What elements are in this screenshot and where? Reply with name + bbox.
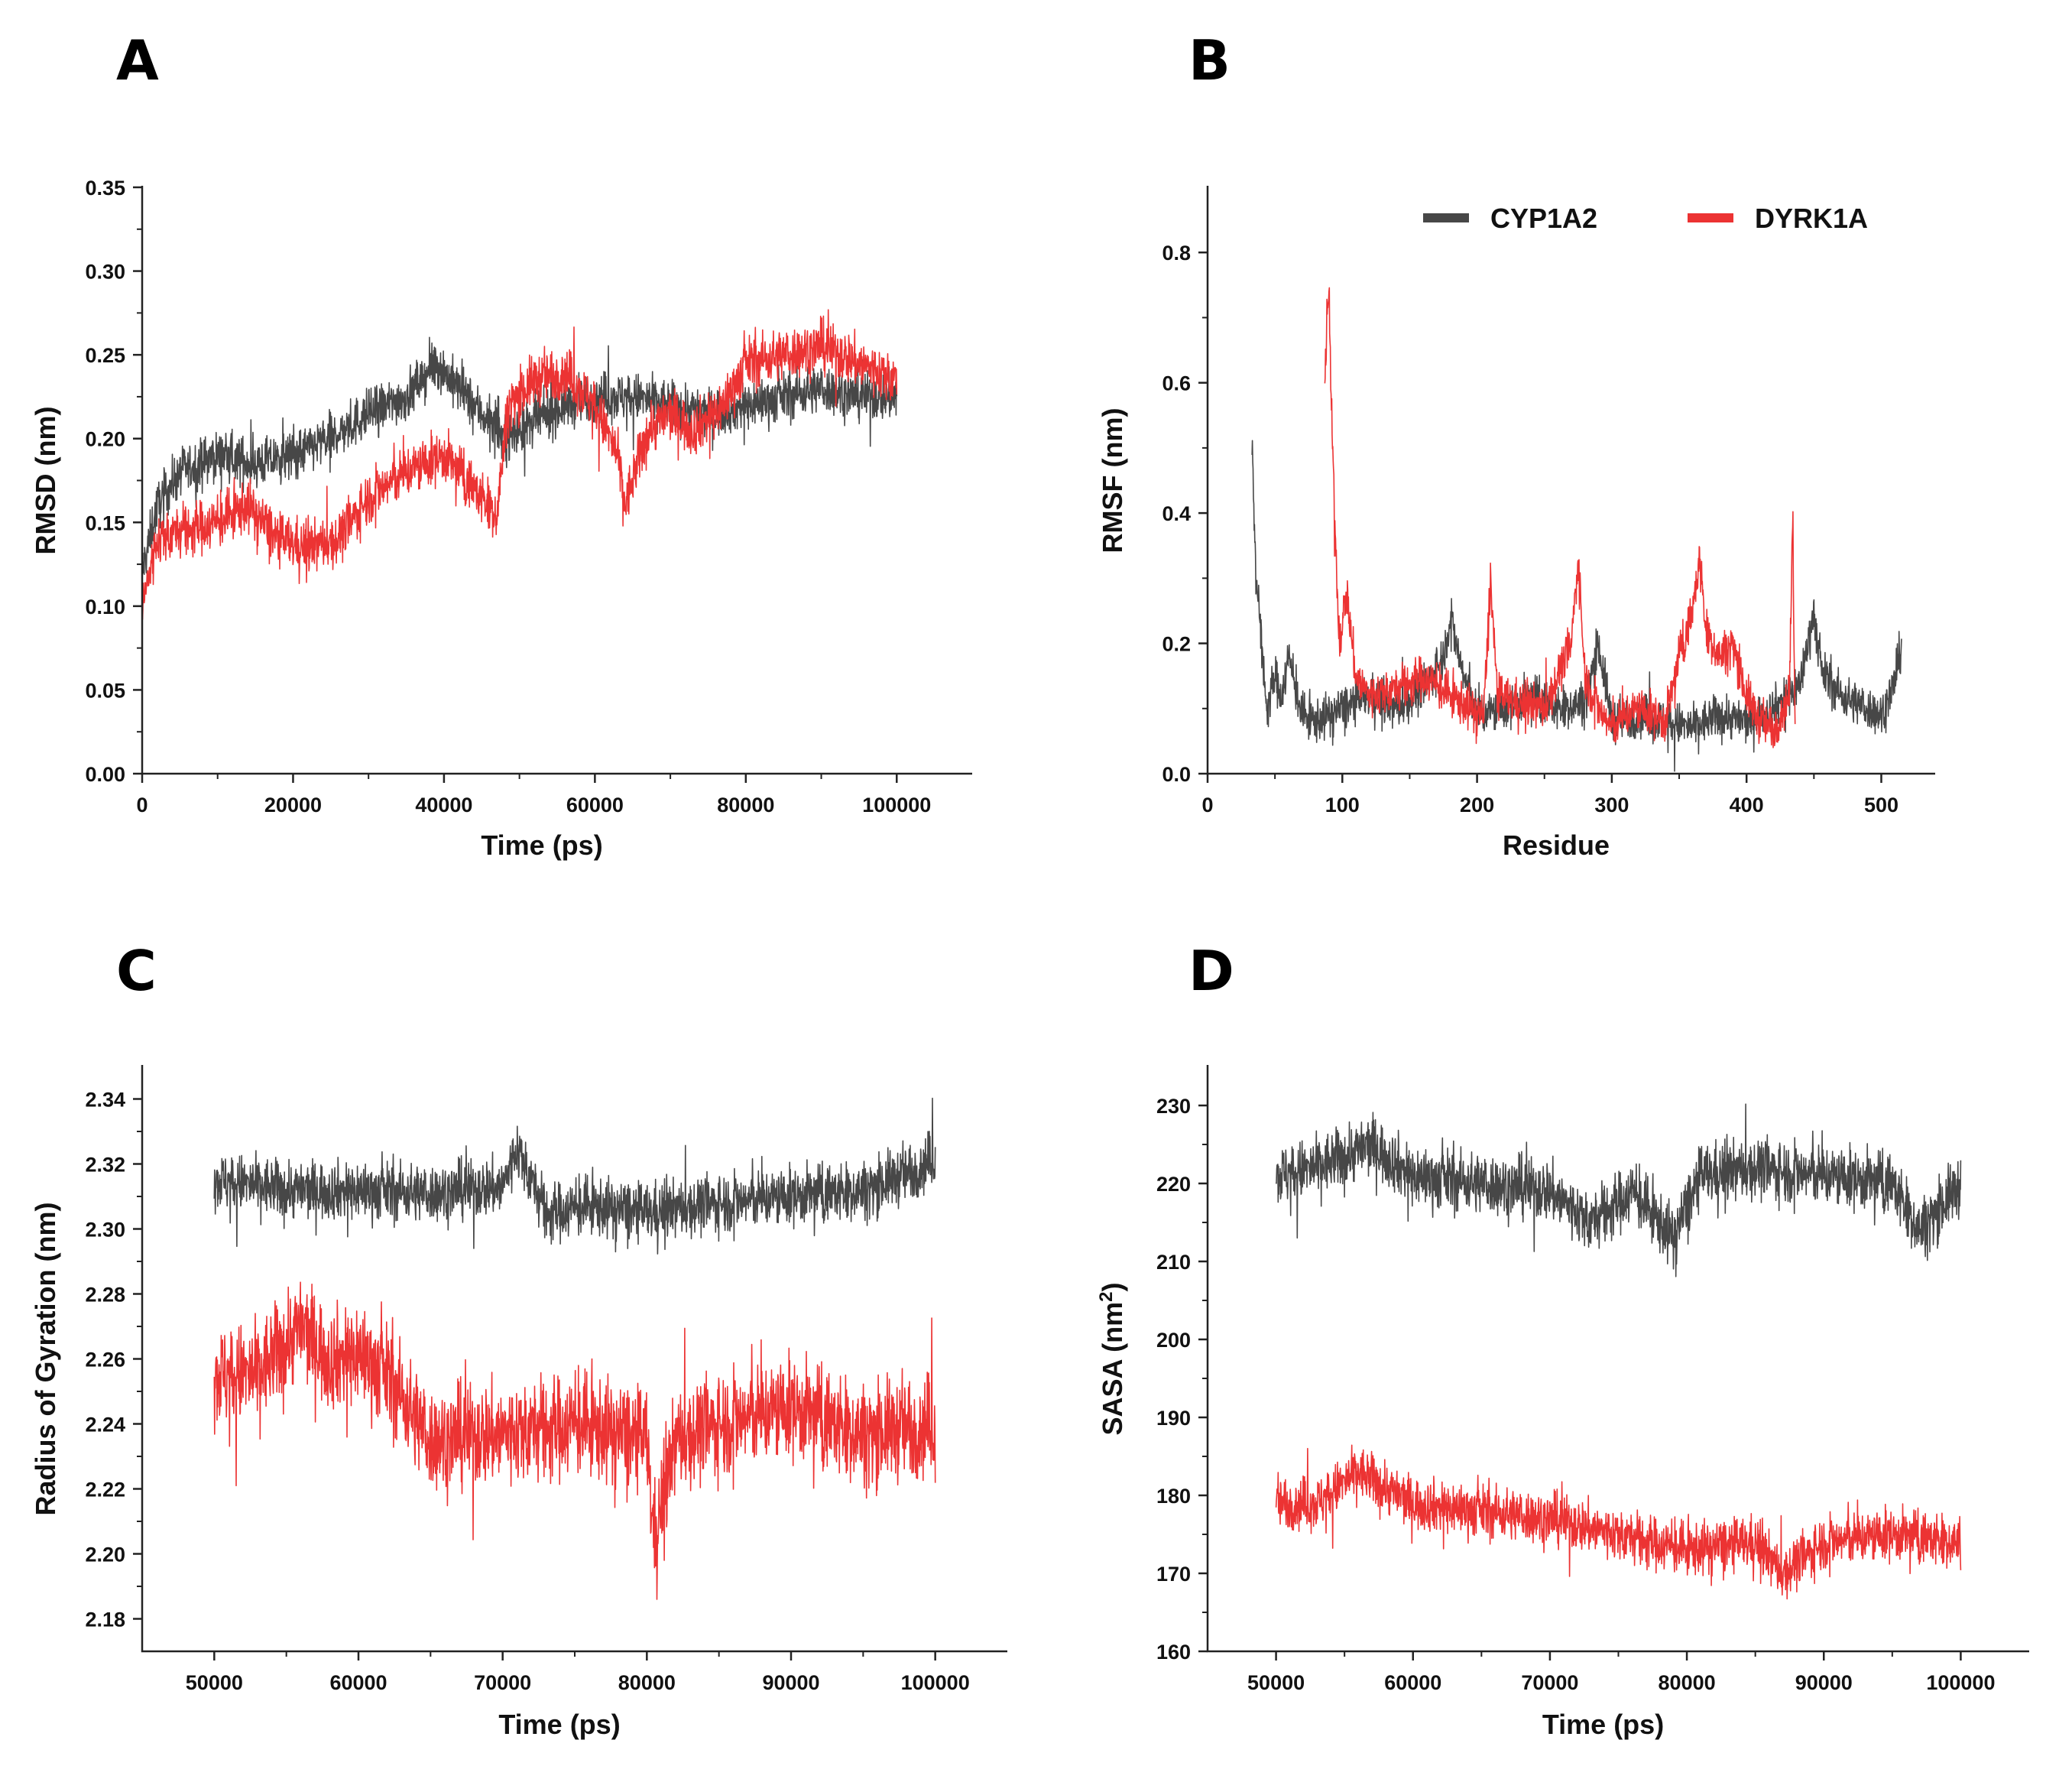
y-axis-title: Radius of Gyration (nm) (30, 1202, 61, 1515)
x-tick-label: 200 (1460, 794, 1494, 816)
y-tick-label: 170 (1156, 1563, 1191, 1586)
x-tick-label: 80000 (717, 794, 774, 816)
x-tick-label: 70000 (1521, 1671, 1578, 1694)
x-tick-label: 90000 (1795, 1671, 1853, 1694)
axes-frame (141, 186, 972, 775)
legend-label-cyp1a2: CYP1A2 (1490, 203, 1597, 234)
panel-label-a: A (116, 28, 159, 93)
axes-frame (1206, 1065, 2029, 1653)
x-tick-label: 300 (1594, 794, 1629, 816)
panel-b-rmsf-chart: 0 100 200 300 400 500 0.0 0.2 0.4 0.6 0.8 Residue RM… (1097, 186, 1935, 861)
series-line-dyrk1a (213, 1281, 936, 1600)
y-tick-label: 230 (1156, 1095, 1191, 1118)
x-tick-label: 40000 (415, 794, 472, 816)
y-tick-label: 2.32 (85, 1154, 125, 1177)
x-tick-label: 100000 (1926, 1671, 1995, 1694)
x-tick-label: 0 (136, 794, 148, 816)
series-line-cyp1a2 (1275, 1103, 1962, 1277)
series-line-dyrk1a (1324, 287, 1796, 748)
panel-label-d: D (1188, 939, 1234, 1003)
series-line-cyp1a2 (213, 1097, 936, 1255)
x-tick-label: 60000 (1384, 1671, 1441, 1694)
legend-label-dyrk1a: DYRK1A (1755, 203, 1868, 234)
series-line-cyp1a2 (1251, 440, 1902, 772)
y-tick-label: 210 (1156, 1251, 1191, 1274)
x-tick-label: 20000 (264, 794, 322, 816)
y-tick-label: 0.6 (1162, 372, 1191, 395)
y-tick-label: 0.05 (85, 679, 125, 702)
panel-label-c: C (116, 939, 157, 1003)
x-tick-label: 60000 (566, 794, 624, 816)
x-tick-label: 500 (1864, 794, 1899, 816)
x-axis-title: Time (ps) (481, 829, 602, 861)
y-tick-label: 2.28 (85, 1284, 125, 1307)
y-tick-label: 0.25 (85, 344, 125, 367)
x-tick-label: 400 (1730, 794, 1764, 816)
series-line-dyrk1a (1275, 1444, 1962, 1600)
x-tick-label: 80000 (618, 1671, 676, 1694)
y-tick-label: 190 (1156, 1407, 1191, 1430)
series-line-dyrk1a (141, 309, 898, 620)
y-tick-label: 2.30 (85, 1219, 125, 1242)
x-tick-label: 50000 (186, 1671, 243, 1694)
y-tick-label: 200 (1156, 1329, 1191, 1352)
x-tick-label: 100000 (901, 1671, 970, 1694)
x-tick-label: 100 (1325, 794, 1360, 816)
x-tick-label: 100000 (862, 794, 931, 816)
y-tick-label: 0.30 (85, 261, 125, 284)
y-tick-label: 220 (1156, 1173, 1191, 1196)
y-tick-label: 0.2 (1162, 633, 1191, 656)
panel-label-b: B (1188, 28, 1231, 93)
x-tick-label: 50000 (1247, 1671, 1305, 1694)
y-tick-label: 0.35 (85, 177, 125, 200)
y-axis-title: SASA (nm2) (1096, 1282, 1129, 1435)
y-tick-label: 0.8 (1162, 242, 1191, 265)
y-tick-label: 2.24 (85, 1414, 125, 1436)
y-tick-label: 2.26 (85, 1349, 125, 1372)
x-axis-title: Residue (1503, 829, 1610, 861)
y-axis-title: RMSD (nm) (30, 407, 61, 555)
legend: CYP1A2 DYRK1A (1423, 203, 1868, 234)
x-tick-label: 80000 (1659, 1671, 1716, 1694)
y-tick-label: 2.20 (85, 1544, 125, 1566)
x-axis-title: Time (ps) (498, 1709, 620, 1740)
y-tick-label: 0.0 (1162, 763, 1191, 786)
y-tick-label: 2.22 (85, 1479, 125, 1501)
panel-a-rmsd-chart: 0 20000 40000 60000 80000 100000 0.00 0.05 0.10 0… (30, 177, 972, 861)
y-tick-label: 2.18 (85, 1609, 125, 1631)
x-tick-label: 0 (1201, 794, 1213, 816)
y-tick-label: 2.34 (85, 1089, 125, 1112)
y-tick-label: 0.15 (85, 511, 125, 534)
y-tick-label: 0.20 (85, 428, 125, 451)
y-tick-label: 160 (1156, 1641, 1191, 1664)
panel-c-radius-of-gyration-chart: 50000 60000 70000 80000 90000 100000 2.18 2.20 2… (30, 1065, 1007, 1740)
y-tick-label: 0.10 (85, 596, 125, 618)
panel-d-sasa-chart: 50000 60000 70000 80000 90000 100000 160 170 180… (1096, 1065, 2029, 1740)
y-tick-label: 0.00 (85, 763, 125, 786)
x-axis-title: Time (ps) (1542, 1709, 1664, 1740)
x-tick-label: 60000 (329, 1671, 387, 1694)
y-axis-title: RMSF (nm) (1097, 408, 1128, 553)
x-tick-label: 70000 (474, 1671, 531, 1694)
x-tick-label: 90000 (762, 1671, 819, 1694)
y-tick-label: 0.4 (1162, 502, 1191, 525)
y-tick-label: 180 (1156, 1485, 1191, 1508)
